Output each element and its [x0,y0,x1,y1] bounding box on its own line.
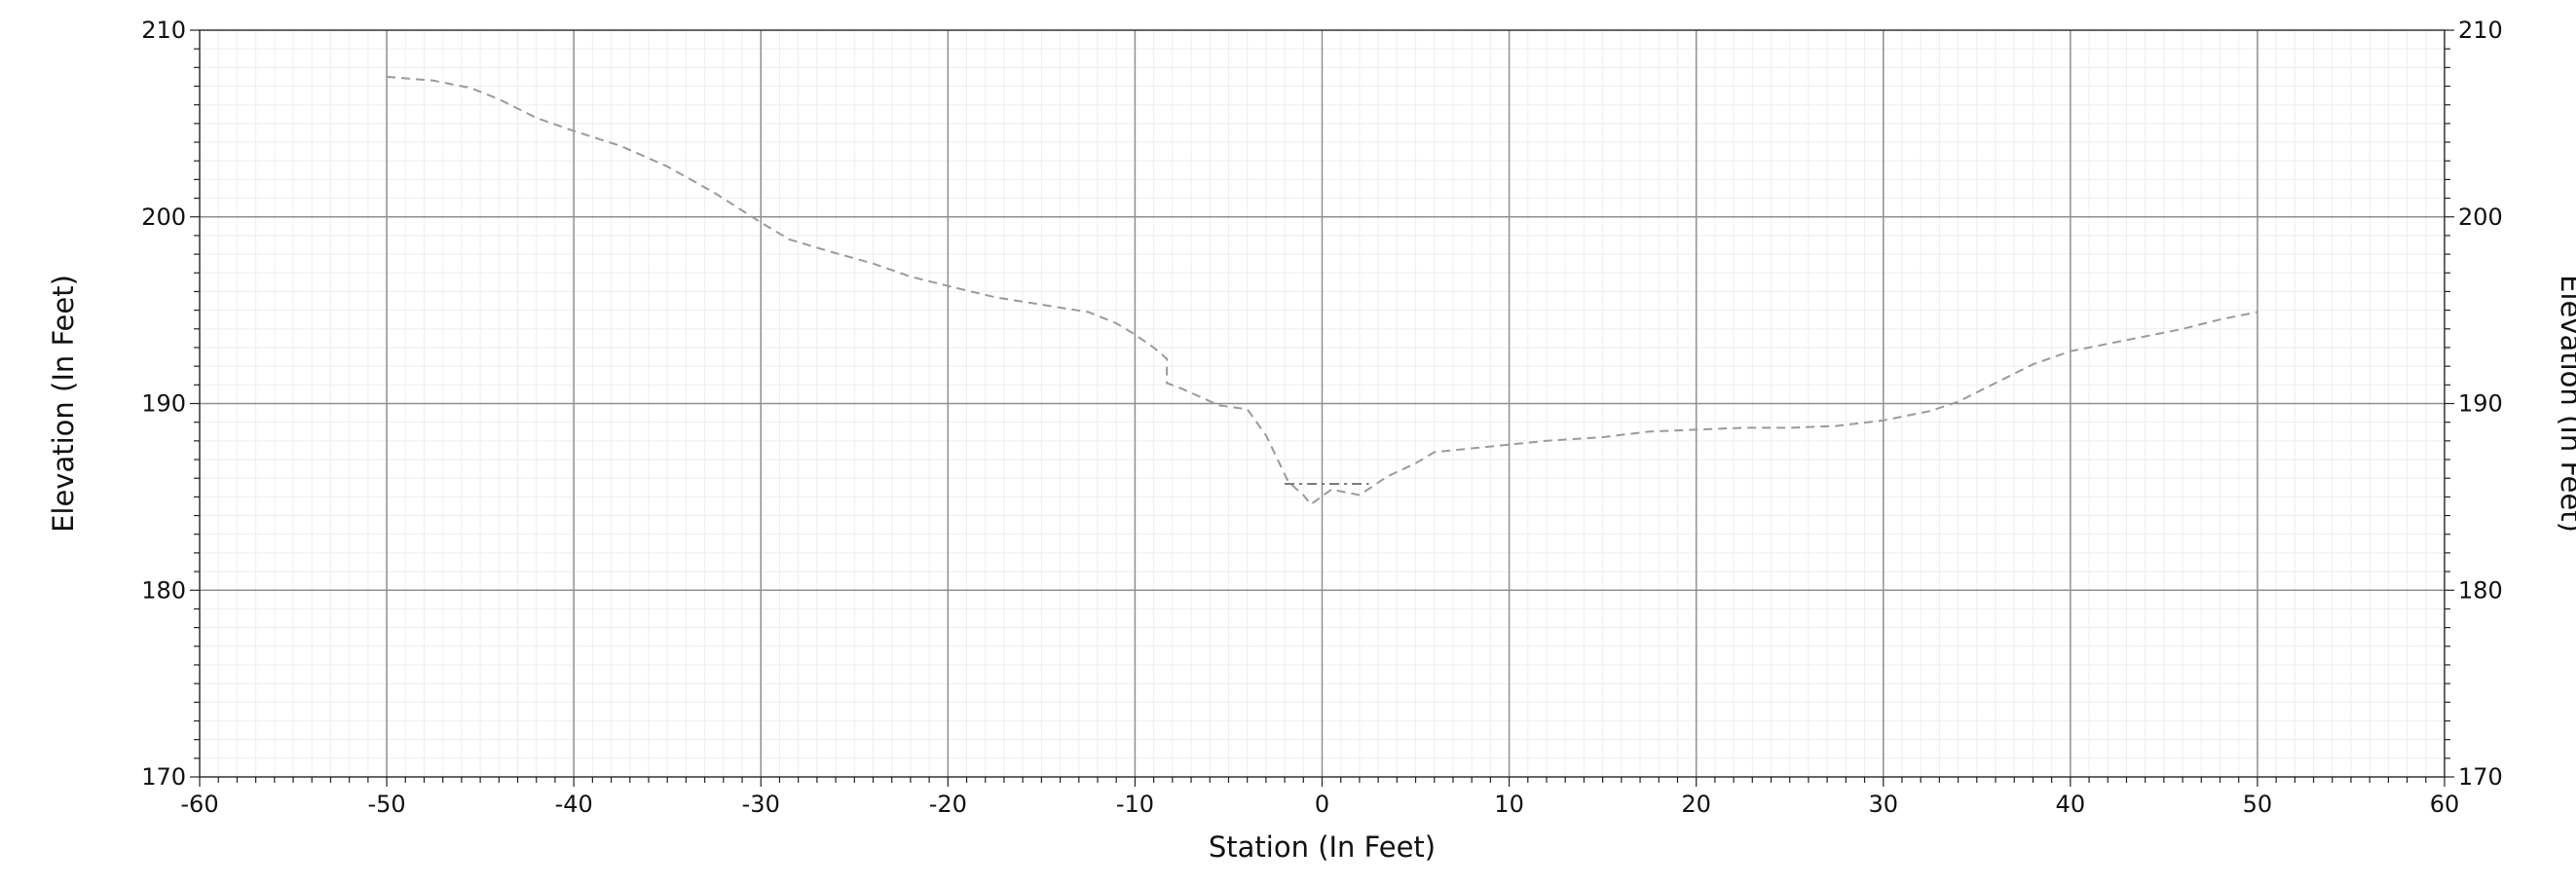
x-tick-label: 60 [2430,791,2460,818]
y-axis-title-right: Elevation (In Feet) [2555,275,2576,533]
x-tick-label: -30 [742,791,780,818]
x-tick-label: -50 [367,791,405,818]
y-tick-label-right: 180 [2458,576,2503,604]
x-tick-label: -20 [929,791,967,818]
y-tick-label-left: 210 [141,17,186,44]
y-axis-title-left: Elevation (In Feet) [47,275,80,533]
series-layer [387,75,2259,506]
x-tick-label: 10 [1494,791,1524,818]
y-tick-label-right: 210 [2458,17,2503,44]
x-tick-label: 40 [2056,791,2086,818]
axis-ticks [190,29,2454,787]
y-tick-label-right: 170 [2458,763,2503,791]
y-tick-label-left: 200 [141,203,186,231]
major-grid [200,30,2445,777]
x-tick-label: 30 [1868,791,1898,818]
y-tick-label-left: 170 [141,763,186,791]
x-tick-label: -40 [555,791,593,818]
y-tick-label-right: 200 [2458,203,2503,231]
x-tick-label: -10 [1116,791,1154,818]
x-axis-title: Station (In Feet) [1209,830,1436,864]
x-tick-label: 50 [2243,791,2273,818]
ground-profile-line [387,75,2259,506]
x-tick-label: 0 [1315,791,1329,818]
y-tick-label-left: 180 [141,576,186,604]
x-tick-label: 20 [1681,791,1711,818]
y-tick-label-left: 190 [141,390,186,418]
y-tick-label-right: 190 [2458,390,2503,418]
x-tick-label: -60 [180,791,218,818]
